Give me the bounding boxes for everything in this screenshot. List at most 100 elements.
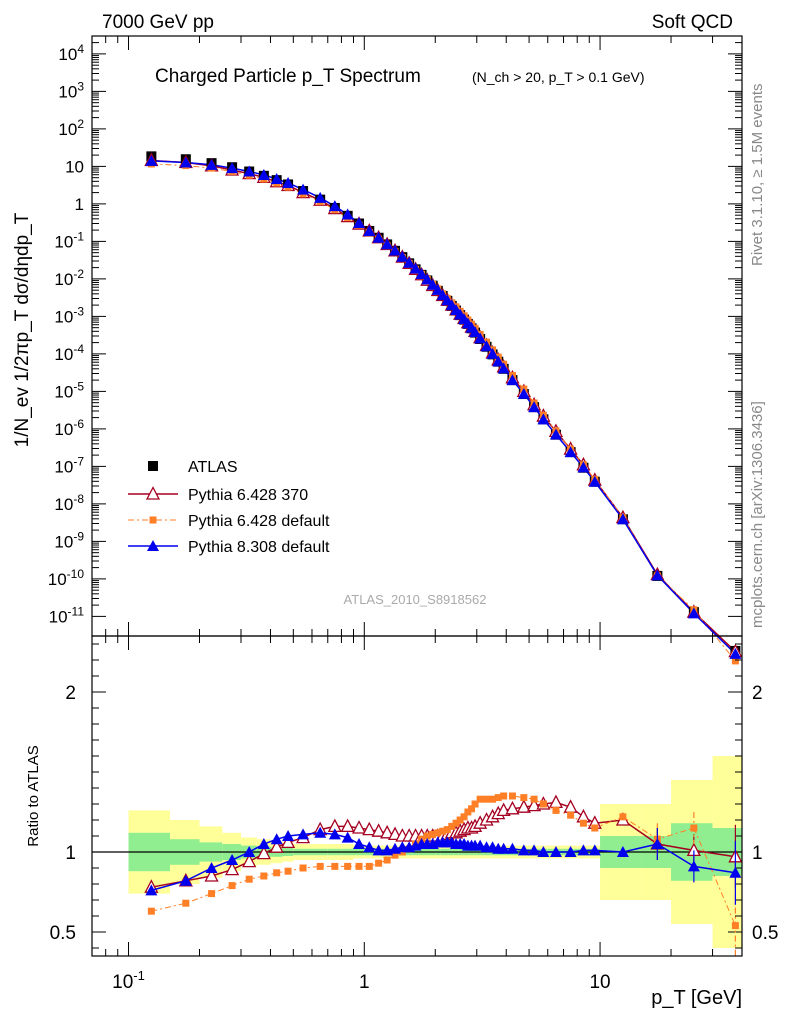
- y-tick-label: 10: [65, 157, 84, 176]
- data-point: [731, 657, 739, 665]
- data-point: [205, 862, 218, 873]
- data-point: [651, 838, 664, 849]
- data-point: [314, 191, 327, 203]
- ratio-y-tick-label: 2: [752, 683, 763, 704]
- x-tick-label: 10: [589, 972, 610, 993]
- data-point: [380, 824, 395, 839]
- data-point: [528, 401, 541, 413]
- main-y-label: 1/N_ev 1/2πp_T dσ/dηdp_T: [12, 212, 33, 447]
- data-point: [588, 475, 601, 487]
- markers-pythia-6-428-default: [147, 160, 739, 665]
- main-axis-ticks: 10-1110-1010-910-810-710-610-510-410-310…: [48, 35, 743, 636]
- data-point: [448, 822, 456, 830]
- data-point: [591, 824, 599, 832]
- ratio-uncertainty-bands: [92, 756, 742, 948]
- ratio-series: [144, 792, 743, 956]
- data-point: [548, 794, 564, 809]
- data-point: [651, 569, 664, 581]
- data-point: [452, 819, 460, 827]
- legend-entry: Pythia 8.308 default: [128, 539, 330, 556]
- data-point: [486, 347, 499, 359]
- y-tick-label: 10-1: [54, 229, 84, 251]
- data-point: [365, 862, 373, 870]
- ratio-y-label: Ratio to ATLAS: [25, 745, 42, 846]
- data-point: [567, 811, 575, 819]
- data-point: [508, 792, 516, 800]
- ratio-y-tick-label: 1: [65, 843, 76, 864]
- data-point: [537, 413, 550, 425]
- data-point: [483, 795, 491, 803]
- data-point: [500, 792, 508, 800]
- data-point: [577, 461, 590, 473]
- data-point: [372, 844, 385, 856]
- data-point: [494, 794, 502, 802]
- data-point: [205, 158, 218, 170]
- x-tick-label: 10-1: [112, 968, 145, 993]
- main-panel: 10-1110-1010-910-810-710-610-510-410-310…: [12, 35, 743, 665]
- legend-entry: Pythia 6.428 default: [128, 513, 330, 530]
- data-point: [537, 846, 550, 857]
- data-point: [517, 844, 530, 856]
- data-point: [314, 826, 327, 838]
- data-point: [505, 800, 520, 815]
- y-tick-label: 10-9: [54, 529, 84, 551]
- legend-entry: Pythia 6.428 370: [128, 486, 308, 504]
- analysis-label: ATLAS_2010_S8918562: [344, 592, 487, 607]
- series-pythia-6-428-default: [151, 163, 736, 662]
- data-point: [434, 829, 442, 837]
- y-tick-label: 103: [58, 79, 84, 101]
- series-line: [151, 163, 736, 662]
- y-tick-label: 10-5: [54, 379, 84, 401]
- rivet-label: Rivet 3.1.10, ≥ 1.5M events: [749, 84, 766, 267]
- data-point: [145, 486, 161, 500]
- series-pythia-8-308-default: [151, 160, 736, 655]
- data-point: [273, 869, 281, 877]
- data-point: [299, 864, 307, 872]
- data-point: [351, 820, 367, 834]
- data-point: [409, 262, 422, 274]
- data-point: [225, 861, 240, 876]
- markers-pythia-6-428-370: [144, 152, 743, 658]
- legend-label: Pythia 6.428 default: [188, 513, 330, 530]
- ratio-y-tick-label: 0.5: [752, 923, 778, 944]
- legend-entry: ATLAS: [148, 459, 238, 476]
- main-series: [144, 151, 743, 665]
- data-point: [577, 844, 590, 856]
- data-point: [426, 278, 439, 290]
- data-point: [363, 224, 376, 236]
- data-point: [256, 845, 271, 860]
- data-point: [145, 154, 158, 166]
- data-point: [464, 808, 472, 816]
- data-point: [372, 231, 385, 243]
- data-point: [280, 834, 296, 849]
- data-point: [474, 332, 487, 344]
- ratio-axis-ticks: 0.5 0.5 1 1 2 2 10-1 1 10: [50, 636, 778, 993]
- y-tick-label: 1: [75, 195, 84, 214]
- data-point: [208, 890, 216, 898]
- data-point: [148, 461, 158, 471]
- data-point: [149, 516, 157, 524]
- data-point: [331, 862, 339, 870]
- data-point: [421, 273, 434, 285]
- legend-label: Pythia 6.428 370: [188, 487, 308, 504]
- data-point: [480, 340, 493, 352]
- data-point: [549, 428, 562, 440]
- data-point: [341, 208, 354, 220]
- data-point: [619, 813, 627, 821]
- y-tick-label: 102: [58, 117, 84, 139]
- ratio-y-tick-label: 0.5: [50, 923, 76, 944]
- data-point: [228, 882, 236, 890]
- data-point: [552, 806, 560, 814]
- main-title: Charged Particle p_T Spectrum: [155, 66, 421, 87]
- data-point: [242, 853, 257, 868]
- data-point: [371, 823, 386, 837]
- data-point: [616, 513, 629, 525]
- y-tick-label: 10-2: [54, 267, 84, 289]
- ratio-pythia-6-428-default: [147, 792, 739, 956]
- data-point: [443, 826, 451, 834]
- data-point: [539, 800, 547, 808]
- legend-label: Pythia 8.308 default: [188, 539, 330, 556]
- data-point: [456, 816, 464, 824]
- y-tick-label: 10-11: [49, 604, 85, 626]
